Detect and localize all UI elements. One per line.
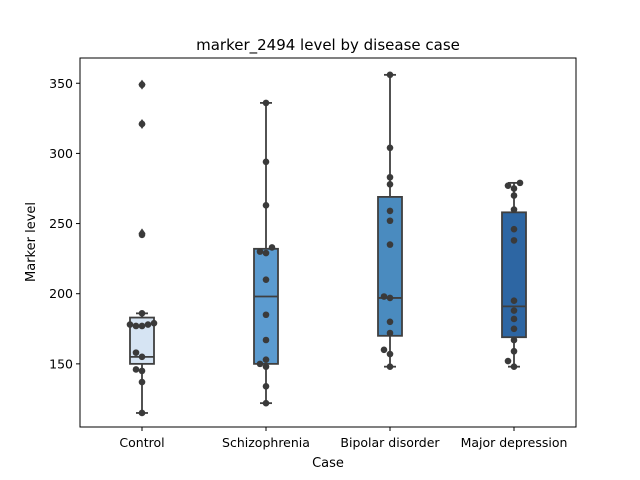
data-point-major-depression <box>510 363 518 370</box>
data-point-control <box>138 120 146 128</box>
data-point-control <box>138 409 146 417</box>
data-point-bipolar-disorder <box>380 293 388 300</box>
chart-title: marker_2494 level by disease case <box>196 36 460 55</box>
y-tick-label: 200 <box>49 286 73 301</box>
data-point-major-depression <box>510 315 518 323</box>
data-point-schizophrenia <box>262 99 270 107</box>
data-point-control <box>132 366 140 373</box>
x-axis-label: Case <box>312 456 344 471</box>
data-point-schizophrenia <box>262 383 270 390</box>
x-tick-label: Schizophrenia <box>222 435 310 450</box>
data-point-bipolar-disorder <box>386 144 394 152</box>
data-point-bipolar-disorder <box>386 173 394 181</box>
data-point-major-depression <box>510 237 518 244</box>
data-point-bipolar-disorder <box>380 346 388 354</box>
data-point-control <box>144 321 152 328</box>
data-point-schizophrenia <box>262 399 270 407</box>
data-point-major-depression <box>510 185 518 192</box>
y-axis-label: Marker level <box>24 202 39 282</box>
data-point-schizophrenia <box>262 276 270 283</box>
data-point-major-depression <box>510 297 518 305</box>
data-point-major-depression <box>510 206 518 213</box>
data-point-major-depression <box>504 357 512 365</box>
data-point-schizophrenia <box>262 363 270 370</box>
axes: 150 200 250 300 350 Control Schizophrenia Bipol… <box>49 76 567 450</box>
data-point-bipolar-disorder <box>386 294 394 302</box>
data-point-major-depression <box>510 225 518 233</box>
box-schizophrenia <box>253 247 279 365</box>
data-point-control <box>132 349 140 356</box>
data-point-major-depression <box>510 325 518 333</box>
data-point-major-depression <box>504 182 512 189</box>
plot-area <box>126 71 527 417</box>
y-tick-label: 350 <box>49 76 73 91</box>
data-point-major-depression <box>510 347 518 355</box>
data-point-control <box>138 310 146 317</box>
data-point-schizophrenia <box>262 158 270 166</box>
data-point-major-depression <box>510 192 518 199</box>
data-point-bipolar-disorder <box>386 180 394 188</box>
data-point-control <box>132 322 140 330</box>
data-point-control <box>126 321 134 328</box>
data-point-major-depression <box>516 179 524 187</box>
data-point-bipolar-disorder <box>386 318 394 326</box>
box-bipolar-disorder <box>377 196 403 337</box>
y-tick-label: 150 <box>49 356 73 371</box>
data-point-schizophrenia <box>262 311 270 319</box>
data-point-bipolar-disorder <box>386 350 394 358</box>
data-point-control <box>138 367 146 375</box>
x-tick-label: Major depression <box>461 435 568 450</box>
data-point-control <box>150 319 158 327</box>
y-tick-label: 300 <box>49 146 73 161</box>
y-tick-label: 250 <box>49 216 73 231</box>
data-point-schizophrenia <box>262 356 270 363</box>
x-tick-label: Control <box>119 435 164 450</box>
data-point-schizophrenia <box>262 249 270 257</box>
data-point-bipolar-disorder <box>386 241 394 248</box>
data-point-bipolar-disorder <box>386 71 394 79</box>
data-point-major-depression <box>510 336 518 344</box>
data-point-bipolar-disorder <box>386 363 394 370</box>
data-point-control <box>138 353 146 361</box>
plot-frame <box>79 57 577 428</box>
data-point-major-depression <box>510 307 518 314</box>
data-point-control <box>138 322 146 330</box>
data-point-schizophrenia <box>256 248 264 255</box>
data-point-control <box>138 231 146 239</box>
data-point-control <box>138 378 146 386</box>
data-point-schizophrenia <box>262 202 270 209</box>
data-point-control <box>138 81 146 88</box>
data-point-bipolar-disorder <box>386 329 394 337</box>
data-point-schizophrenia <box>262 336 270 344</box>
data-point-schizophrenia <box>268 244 276 251</box>
data-point-bipolar-disorder <box>386 207 394 215</box>
data-point-bipolar-disorder <box>386 217 394 225</box>
data-point-schizophrenia <box>256 360 264 368</box>
x-tick-label: Bipolar disorder <box>340 435 440 450</box>
